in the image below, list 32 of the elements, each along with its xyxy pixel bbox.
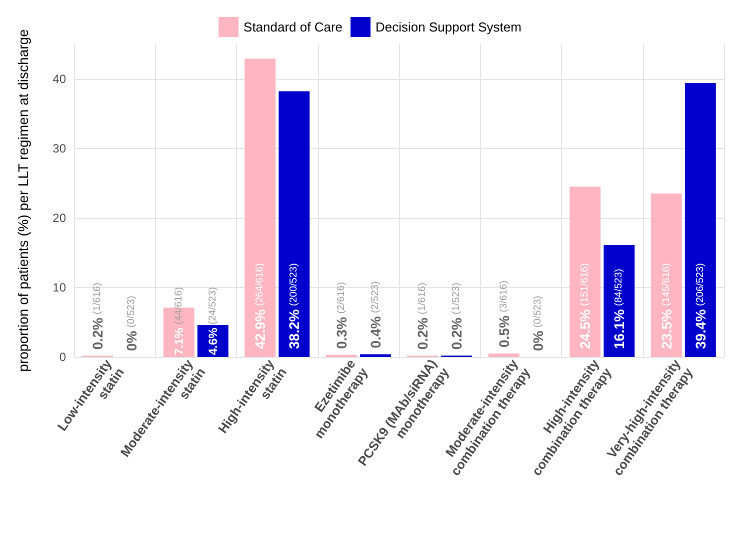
y-tick-label: 20 xyxy=(52,210,66,225)
data-label: 16.1% (84/523) xyxy=(611,268,628,349)
data-label: 4.6% (24/523) xyxy=(206,287,220,355)
data-label: 0.2% (1/523) xyxy=(448,282,465,350)
data-label: 0.4% (2/523) xyxy=(367,281,384,348)
data-label: 0.5% (3/616) xyxy=(496,280,512,348)
legend-label: Standard of Care xyxy=(244,20,343,34)
bar xyxy=(570,186,601,357)
data-label: 38.2% (200/523) xyxy=(286,263,302,349)
y-axis-title: proportion of patients (%) per LLT regimen at discharge xyxy=(15,28,31,372)
legend-label: Decision Support System xyxy=(376,20,522,34)
data-label: 0.3% (2/616) xyxy=(333,282,350,349)
bar xyxy=(278,91,310,357)
data-label: 39.4% (206/523) xyxy=(692,263,708,349)
data-label: 7.1% (44/616) xyxy=(172,287,186,355)
y-tick-label: 40 xyxy=(52,72,66,86)
data-label: 0% (0/523) xyxy=(124,296,140,351)
y-tick-label: 0 xyxy=(59,350,66,364)
y-tick-label: 10 xyxy=(52,280,66,294)
bar xyxy=(650,194,682,357)
bar xyxy=(244,58,276,357)
y-tick-label: 30 xyxy=(52,141,66,156)
bar xyxy=(488,354,520,357)
data-label: 0.2% (1/616) xyxy=(414,282,431,350)
data-label: 0% (0/523) xyxy=(530,296,546,351)
bar xyxy=(604,245,635,357)
data-label: 0.2% (1/616) xyxy=(90,282,106,350)
data-label: 23.5% (145/616) xyxy=(658,263,674,349)
bar xyxy=(684,82,716,357)
bar xyxy=(360,354,391,357)
data-label: 24.5% (151/616) xyxy=(577,263,594,349)
data-label: 42.9% (264/616) xyxy=(252,263,268,349)
